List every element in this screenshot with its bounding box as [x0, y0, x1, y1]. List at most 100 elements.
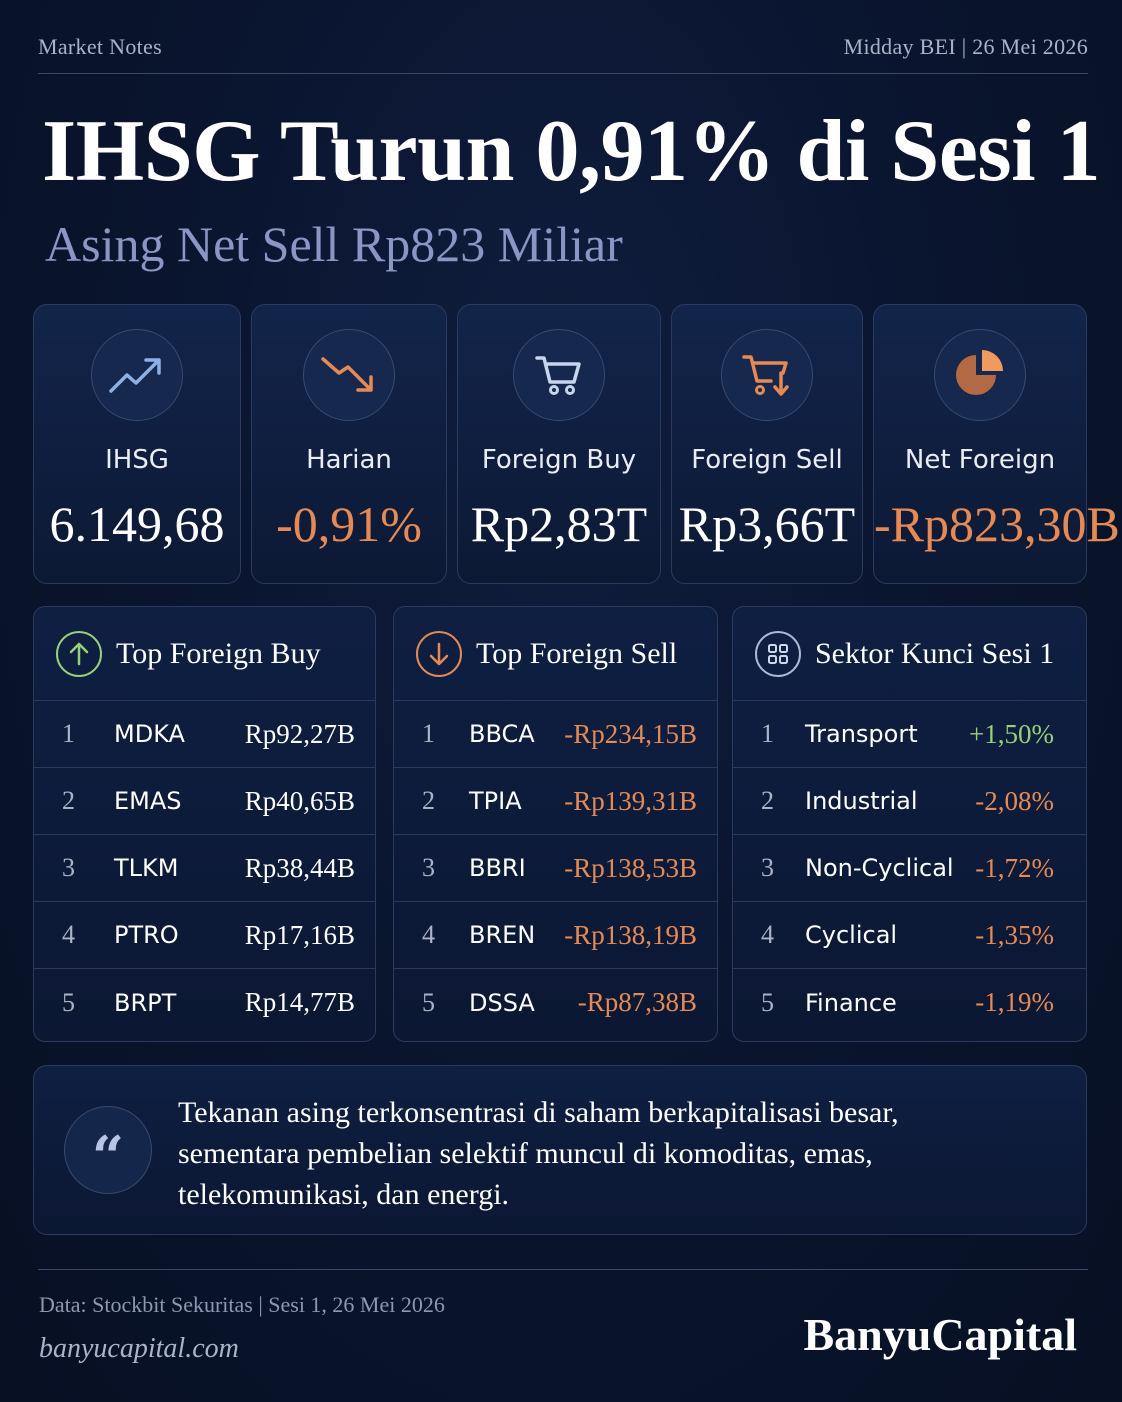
row-value: -Rp234,15B: [564, 718, 697, 749]
stat-label: Foreign Sell: [691, 445, 843, 475]
row-value: -1,72%: [975, 852, 1054, 883]
brand-logo: BanyuCapital: [803, 1309, 1077, 1360]
top-foreign-buy-panel: Top Foreign Buy 1 MDKA Rp92,27B 2 EMAS R…: [33, 606, 376, 1042]
row-sector: Cyclical: [805, 921, 898, 949]
row-sector: Non-Cyclical: [805, 854, 954, 882]
stat-card-ihsg: IHSG 6.149,68: [33, 304, 241, 584]
row-rank: 3: [62, 853, 75, 882]
row-value: -Rp138,53B: [564, 852, 697, 883]
row-sector: Industrial: [805, 787, 918, 815]
row-ticker: BBCA: [469, 720, 535, 748]
table-row: 3 BBRI -Rp138,53B: [394, 835, 717, 902]
row-ticker: BRPT: [114, 988, 177, 1017]
cart-icon: [513, 329, 605, 421]
quote-line: telekomunikasi, dan energi.: [178, 1178, 510, 1211]
arrow-up-circle-icon: [56, 630, 102, 677]
row-value: Rp92,27B: [244, 718, 355, 749]
table-row: 4 BREN -Rp138,19B: [394, 902, 717, 969]
row-rank: 4: [761, 920, 774, 949]
table-row: 1 Transport +1,50%: [733, 701, 1086, 768]
trend-down-icon: [303, 329, 395, 421]
table-row: 2 TPIA -Rp139,31B: [394, 768, 717, 835]
data-source: Data: Stockbit Sekuritas | Sesi 1, 26 Me…: [39, 1292, 445, 1317]
quote-icon: “: [64, 1106, 152, 1194]
stat-card-net-foreign: Net Foreign -Rp823,30B: [873, 304, 1120, 584]
row-ticker: TPIA: [469, 787, 522, 815]
panel-header: Sektor Kunci Sesi 1: [733, 607, 1086, 701]
stat-card-foreign-sell: Foreign Sell Rp3,66T: [671, 304, 863, 584]
page-subtitle: Asing Net Sell Rp823 Miliar: [45, 216, 623, 272]
row-value: -1,19%: [975, 987, 1054, 1017]
row-sector: Transport: [805, 720, 918, 748]
table-row: 1 MDKA Rp92,27B: [34, 701, 375, 768]
panel-header: Top Foreign Buy: [34, 607, 375, 701]
top-foreign-sell-panel: Top Foreign Sell 1 BBCA -Rp234,15B 2 TPI…: [393, 606, 718, 1042]
table-row: 3 Non-Cyclical -1,72%: [733, 835, 1086, 902]
arrow-down-circle-icon: [416, 630, 462, 677]
row-value: Rp14,77B: [244, 987, 355, 1017]
panel-header: Top Foreign Sell: [394, 607, 717, 701]
row-ticker: DSSA: [469, 988, 535, 1017]
row-ticker: EMAS: [114, 787, 182, 815]
table-row: 1 BBCA -Rp234,15B: [394, 701, 717, 768]
section-label: Market Notes: [38, 34, 162, 59]
row-sector: Finance: [805, 988, 897, 1017]
panel-title: Sektor Kunci Sesi 1: [815, 636, 1055, 670]
row-value: Rp38,44B: [244, 852, 355, 883]
stat-label: Net Foreign: [904, 445, 1056, 475]
row-value: +1,50%: [969, 718, 1054, 749]
website-link[interactable]: banyucapital.com: [39, 1333, 239, 1364]
footer-divider: [38, 1269, 1088, 1270]
sector-panel: Sektor Kunci Sesi 1 1 Transport +1,50% 2…: [732, 606, 1087, 1042]
quote-box: “ Tekanan asing terkonsentrasi di saham …: [33, 1065, 1087, 1235]
row-value: Rp17,16B: [244, 919, 355, 950]
row-rank: 4: [422, 920, 435, 949]
row-ticker: BREN: [469, 921, 536, 949]
row-rank: 5: [761, 987, 774, 1017]
stat-value: Rp2,83T: [470, 496, 648, 552]
quote-line: Tekanan asing terkonsentrasi di saham be…: [178, 1096, 899, 1129]
row-ticker: BBRI: [469, 854, 526, 882]
row-ticker: TLKM: [114, 854, 179, 882]
stat-value: Rp3,66T: [678, 496, 856, 552]
stat-card-harian: Harian -0,91%: [251, 304, 447, 584]
row-rank: 1: [62, 719, 75, 748]
row-value: -Rp138,19B: [564, 919, 697, 950]
row-rank: 3: [761, 853, 774, 882]
table-row: 5 DSSA -Rp87,38B: [394, 969, 717, 1036]
page-title: IHSG Turun 0,91% di Sesi 1: [42, 103, 1101, 200]
table-row: 3 TLKM Rp38,44B: [34, 835, 375, 902]
row-rank: 3: [422, 853, 435, 882]
row-value: -1,35%: [975, 919, 1054, 950]
table-row: 4 Cyclical -1,35%: [733, 902, 1086, 969]
row-rank: 4: [62, 920, 75, 949]
table-row: 2 EMAS Rp40,65B: [34, 768, 375, 835]
panel-title: Top Foreign Buy: [116, 636, 321, 670]
row-value: Rp40,65B: [244, 785, 355, 816]
row-rank: 5: [62, 987, 75, 1017]
stat-value: -0,91%: [276, 496, 422, 552]
row-rank: 2: [62, 786, 75, 815]
stats-row: IHSG 6.149,68 Harian -0,91% Foreign Buy …: [0, 304, 1122, 584]
stat-label: Foreign Buy: [481, 445, 637, 475]
grid-icon: [755, 630, 801, 677]
stat-value: -Rp823,30B: [874, 496, 1120, 552]
stat-value: 6.149,68: [49, 496, 225, 552]
pie-chart-icon: [934, 329, 1026, 421]
row-rank: 2: [761, 786, 774, 815]
row-value: -Rp87,38B: [577, 987, 697, 1017]
table-row: 5 BRPT Rp14,77B: [34, 969, 375, 1036]
quote-line: sementara pembelian selektif muncul di k…: [178, 1137, 873, 1170]
stat-label: Harian: [306, 445, 392, 475]
row-value: -2,08%: [975, 785, 1054, 816]
quote-text: Tekanan asing terkonsentrasi di saham be…: [178, 1092, 1058, 1215]
row-value: -Rp139,31B: [564, 785, 697, 816]
table-row: 4 PTRO Rp17,16B: [34, 902, 375, 969]
table-row: 5 Finance -1,19%: [733, 969, 1086, 1036]
cart-down-icon: [721, 329, 813, 421]
table-row: 2 Industrial -2,08%: [733, 768, 1086, 835]
row-ticker: PTRO: [114, 921, 179, 949]
panel-title: Top Foreign Sell: [476, 636, 678, 670]
top-bar: Market Notes Midday BEI | 26 Mei 2026: [38, 34, 1088, 74]
row-rank: 1: [761, 719, 774, 748]
